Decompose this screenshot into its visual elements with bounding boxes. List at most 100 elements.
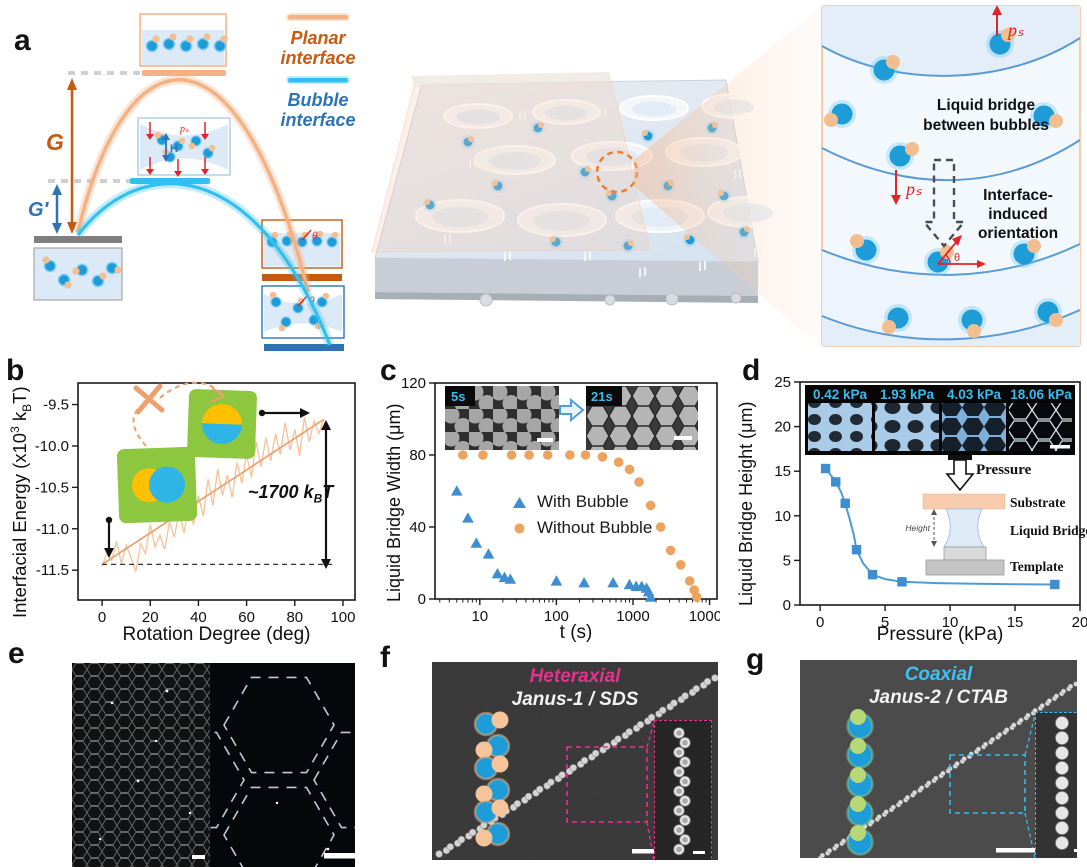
pressure-label-1: 0.42 kPa — [813, 387, 868, 402]
scale-bar — [996, 848, 1062, 853]
schematic-liquid-bridge-label: Liquid Bridge — [1010, 523, 1087, 538]
svg-text:20: 20 — [774, 419, 791, 436]
label-H: H — [170, 143, 178, 155]
svg-text:-10.0: -10.0 — [35, 438, 69, 455]
chart-c-xlabel: t (s) — [559, 622, 593, 643]
liquid-bridge-text-2: between bubbles — [923, 117, 1049, 134]
membrane-inset-90deg — [187, 389, 257, 459]
micrograph-5s: 5s — [445, 386, 559, 450]
bubble-template-3d — [371, 72, 789, 307]
scale-bar — [537, 438, 553, 442]
svg-text:80: 80 — [286, 609, 303, 626]
energy-landscape: G G′ — [28, 13, 345, 351]
bright-specks — [98, 689, 330, 851]
schematic-height-label: Height — [905, 523, 930, 533]
chain-zoom-inset — [654, 720, 712, 860]
label-ps-mid: pₛ — [904, 179, 922, 199]
pattern-18.06kPa — [1009, 403, 1072, 451]
press-schematic: Pressure Substrate Liquid Bridge Height … — [905, 455, 1087, 576]
legend-bubble-line1: Bubble — [288, 90, 349, 110]
orientation-text-1: Interface- — [983, 187, 1053, 204]
label-G-prime: G′ — [28, 199, 50, 221]
sample-label: Janus-2 / CTAB — [868, 687, 1008, 708]
panel-label-g: g — [746, 643, 765, 676]
chart-b-ylabel: Interfacial Energy (x103 kBT) — [8, 386, 34, 618]
scale-bar — [1074, 849, 1077, 852]
scale-bar — [192, 855, 205, 859]
liquid-bridge-zoom-panel: pₛ pₛ θ Liquid bridge between bubbles In… — [821, 5, 1081, 347]
chart-b-decor — [104, 381, 331, 569]
svg-text:0: 0 — [783, 597, 791, 614]
pattern-1.93kPa — [875, 403, 939, 451]
pressure-label-4: 18.06 kPa — [1010, 387, 1072, 402]
schematic-substrate-label: Substrate — [1010, 495, 1066, 510]
liquid-bridge-shape — [943, 508, 985, 548]
panel-label-e: e — [8, 637, 25, 670]
forbidden-rotation-icon — [132, 381, 225, 447]
svg-text:0: 0 — [816, 614, 824, 628]
svg-text:1000: 1000 — [616, 608, 649, 625]
svg-text:10: 10 — [942, 614, 959, 628]
sem-image-heteraxial: Heteraxial Janus-1 / SDS — [432, 662, 718, 860]
liquid-bridge-text-1: Liquid bridge — [937, 97, 1036, 114]
svg-text:40: 40 — [190, 609, 207, 626]
panel-b: b 0 20 40 60 80 100 -9.5 -10.0 -10.5 -11.0 -11.5 — [0, 356, 370, 650]
svg-text:10: 10 — [471, 608, 488, 625]
ps-arrowheads-midbox — [146, 134, 209, 177]
scale-bar — [674, 436, 692, 440]
panel-d: d 0 5 10 15 20 0 5 10 15 20 25 — [720, 356, 1087, 650]
circle-marker-icon — [514, 523, 525, 533]
svg-text:40: 40 — [409, 519, 426, 536]
orientation-text-3: orientation — [978, 225, 1058, 242]
legend-without-bubble: Without Bubble — [512, 518, 652, 538]
zoom-chain-beads — [673, 727, 691, 856]
sem-image-coaxial: Coaxial Janus-2 / CTAB — [800, 660, 1077, 858]
pressure-image-strip: 0.42 kPa 1.93 kPa 4.03 kPa 18.06 kPa — [805, 385, 1075, 455]
sample-label: Janus-1 / SDS — [511, 689, 639, 710]
hexagonal-assembly-micrograph — [72, 663, 355, 867]
template-rect — [925, 559, 1005, 576]
pressure-label-3: 4.03 kPa — [947, 387, 1002, 402]
legend-planar-line1: Planar — [290, 28, 346, 48]
panel-e: e — [0, 639, 370, 867]
coaxial-schematic — [846, 709, 874, 856]
inset-time-label-21s: 21s — [591, 389, 613, 404]
schematic-template-label: Template — [1010, 559, 1064, 574]
ps-arrows-midbox — [149, 122, 206, 173]
svg-text:120: 120 — [401, 375, 426, 392]
svg-text:15: 15 — [1007, 614, 1024, 628]
micrograph-21s: 21s — [586, 386, 698, 450]
sem-noise — [800, 660, 1077, 858]
panel-g: g — [730, 645, 1087, 867]
stray-droplets — [479, 292, 742, 307]
svg-text:100: 100 — [330, 609, 355, 626]
theta-annotation: θ — [937, 235, 986, 268]
heteraxial-overlay — [473, 711, 698, 860]
orientation-text-2: induced — [988, 206, 1047, 223]
panel-f: f — [370, 643, 730, 867]
chart-c-ylabel: Liquid Bridge Width (μm) — [384, 403, 404, 602]
chart-d-ylabel: Liquid Bridge Height (μm) — [736, 401, 756, 606]
legend-with-bubble: With Bubble — [512, 492, 629, 512]
panel-label-b: b — [6, 354, 25, 387]
energy-barrier-annotation: ~1700 kBT — [248, 482, 334, 506]
substrate-rect — [922, 493, 1006, 510]
chart-d-xlabel: Pressure (kPa) — [876, 624, 1004, 645]
svg-text:20: 20 — [142, 609, 159, 626]
bubble-final-particles — [269, 291, 330, 332]
pattern-4.03kPa — [942, 403, 1006, 451]
triangle-marker-icon — [513, 496, 526, 508]
heteraxial-schematic — [473, 711, 511, 847]
svg-text:-11.0: -11.0 — [36, 521, 69, 538]
svg-text:-10.5: -10.5 — [35, 479, 69, 496]
zoom-region-box — [566, 746, 648, 823]
transition-arrow-icon — [559, 398, 585, 422]
scale-bar — [1050, 445, 1070, 449]
scale-bar — [693, 851, 705, 854]
zoom-janus-particles — [824, 28, 1063, 338]
bubble-energy-curve — [76, 182, 332, 346]
inset-time-label-5s: 5s — [451, 389, 465, 404]
